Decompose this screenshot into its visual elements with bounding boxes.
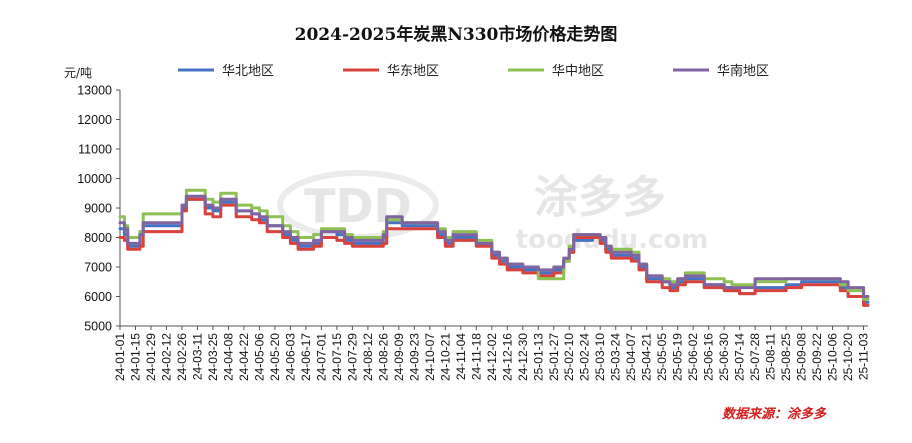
x-tick-label: 25-03-10 — [593, 333, 607, 381]
legend-label: 华北地区 — [222, 64, 274, 79]
x-tick-label: 24-12-02 — [485, 333, 499, 381]
y-tick-label: 7000 — [84, 261, 112, 275]
legend-label: 华东地区 — [387, 64, 439, 79]
x-tick-label: 24-05-20 — [268, 333, 282, 381]
x-tick-label: 25-08-11 — [764, 333, 778, 380]
x-tick-label: 25-07-14 — [733, 333, 747, 381]
source-note: 数据来源：涂多多 — [722, 406, 827, 422]
y-tick-label: 8000 — [84, 231, 112, 245]
x-tick-label: 24-02-12 — [159, 333, 173, 381]
x-tick-label: 24-04-22 — [237, 333, 251, 381]
y-tick-label: 13000 — [77, 84, 112, 98]
x-tick-label: 24-06-17 — [299, 333, 313, 381]
x-tick-label: 25-06-30 — [717, 333, 731, 381]
x-tick-label: 25-01-27 — [547, 333, 561, 381]
x-tick-label: 24-03-25 — [206, 333, 220, 381]
watermark-cn-text: 涂多多 — [534, 172, 666, 223]
x-tick-label: 24-12-30 — [516, 333, 530, 381]
y-axis-unit: 元/吨 — [64, 66, 92, 80]
x-tick-label: 24-02-26 — [175, 333, 189, 381]
x-tick-label: 24-10-07 — [423, 333, 437, 381]
x-tick-label: 25-02-24 — [578, 333, 592, 381]
legend-label: 华南地区 — [717, 63, 769, 79]
x-tick-label: 24-04-08 — [221, 333, 235, 381]
x-tick-label: 24-07-15 — [330, 333, 344, 381]
x-tick-label: 25-04-07 — [624, 333, 638, 381]
x-tick-label: 25-01-13 — [531, 333, 545, 381]
axes: 5000 6000 7000 8000 9000 10000 11000 12000 13000… — [77, 84, 870, 382]
x-tick-label: 25-07-28 — [748, 333, 762, 381]
x-tick-label: 24-05-06 — [252, 333, 266, 381]
x-tick-label: 24-01-01 — [113, 333, 127, 381]
x-tick-label: 24-11-18 — [469, 333, 483, 380]
x-tick-label: 24-09-23 — [407, 333, 421, 381]
x-tick-label: 24-11-04 — [454, 333, 468, 380]
legend: 华北地区 华东地区 华中地区 华南地区 — [178, 63, 769, 79]
watermark: TDD 涂多多 toodudu.com — [277, 170, 708, 255]
x-tick-label: 25-09-08 — [795, 333, 809, 381]
legend-label: 华中地区 — [552, 64, 604, 79]
x-tick-label: 24-08-26 — [376, 333, 390, 381]
plot-area — [118, 188, 870, 307]
x-tick-label: 24-01-15 — [128, 333, 142, 381]
x-tick-label: 24-06-03 — [283, 333, 297, 381]
x-tick-label: 24-03-11 — [190, 333, 204, 380]
series-line — [118, 194, 870, 298]
y-tick-label: 6000 — [84, 290, 112, 304]
x-tick-label: 24-12-16 — [500, 333, 514, 381]
x-tick-label: 25-08-25 — [779, 333, 793, 381]
x-tick-label: 25-03-24 — [609, 333, 623, 381]
chart-title: 2024-2025年炭黑N330市场价格走势图 — [295, 24, 618, 45]
x-tick-label: 24-07-01 — [314, 333, 328, 381]
x-tick-label: 25-10-06 — [826, 333, 840, 381]
x-tick-label: 25-09-22 — [810, 333, 824, 381]
x-tick-label: 24-08-12 — [361, 333, 375, 381]
watermark-logo-text: TDD — [304, 179, 412, 233]
x-tick-label: 24-07-29 — [345, 333, 359, 381]
x-tick-label: 25-05-05 — [655, 333, 669, 381]
x-tick-label: 24-09-09 — [392, 333, 406, 381]
y-tick-label: 10000 — [77, 172, 112, 186]
x-tick-label: 25-05-19 — [671, 333, 685, 381]
x-tick-label: 25-02-10 — [562, 333, 576, 381]
x-tick-label: 25-04-21 — [640, 333, 654, 381]
x-tick-label: 25-11-03 — [857, 333, 871, 380]
x-tick-label: 25-06-02 — [686, 333, 700, 381]
y-tick-label: 9000 — [84, 202, 112, 216]
y-tick-label: 11000 — [78, 143, 112, 157]
x-tick-label: 24-10-21 — [438, 333, 452, 381]
y-tick-label: 12000 — [77, 113, 112, 127]
y-tick-label: 5000 — [84, 320, 112, 334]
x-tick-label: 24-01-29 — [144, 333, 158, 381]
x-tick-label: 25-06-16 — [702, 333, 716, 381]
x-tick-label: 25-10-20 — [841, 333, 855, 381]
